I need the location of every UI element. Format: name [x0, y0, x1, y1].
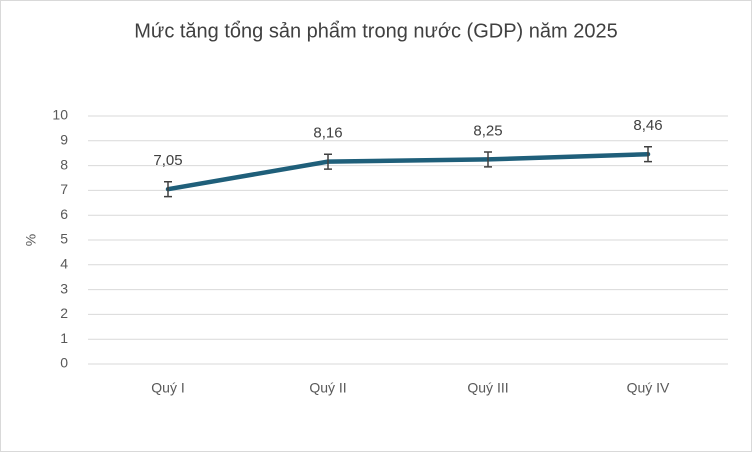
y-tick-label: 4 — [60, 256, 68, 272]
error-bar — [484, 151, 492, 168]
y-tick-label: 0 — [60, 355, 68, 371]
value-label: 7,05 — [153, 152, 182, 169]
x-tick-label: Quý II — [309, 380, 346, 396]
error-bar — [644, 146, 652, 163]
data-line — [165, 151, 651, 192]
y-tick-label: 7 — [60, 181, 68, 197]
y-tick-label: 2 — [60, 305, 68, 321]
y-tick-label: 8 — [60, 156, 68, 172]
x-tick-label: Quý IV — [627, 380, 670, 396]
chart-title: Mức tăng tổng sản phẩm trong nước (GDP) … — [134, 20, 617, 42]
error-bar — [324, 153, 332, 170]
y-tick-label: 6 — [60, 206, 68, 222]
error-bar — [164, 180, 172, 198]
value-label: 8,25 — [473, 122, 502, 139]
y-tick-label: 10 — [52, 107, 68, 123]
y-tick-label: 5 — [60, 231, 68, 247]
x-tick-label: Quý III — [467, 380, 508, 396]
y-tick-label: 3 — [60, 280, 68, 296]
y-tick-label: 1 — [60, 330, 68, 346]
x-tick-label: Quý I — [151, 380, 184, 396]
value-label: 8,16 — [313, 125, 342, 142]
y-tick-label: 9 — [60, 132, 68, 148]
value-label: 8,46 — [633, 117, 662, 134]
y-axis-label: % — [23, 234, 39, 246]
